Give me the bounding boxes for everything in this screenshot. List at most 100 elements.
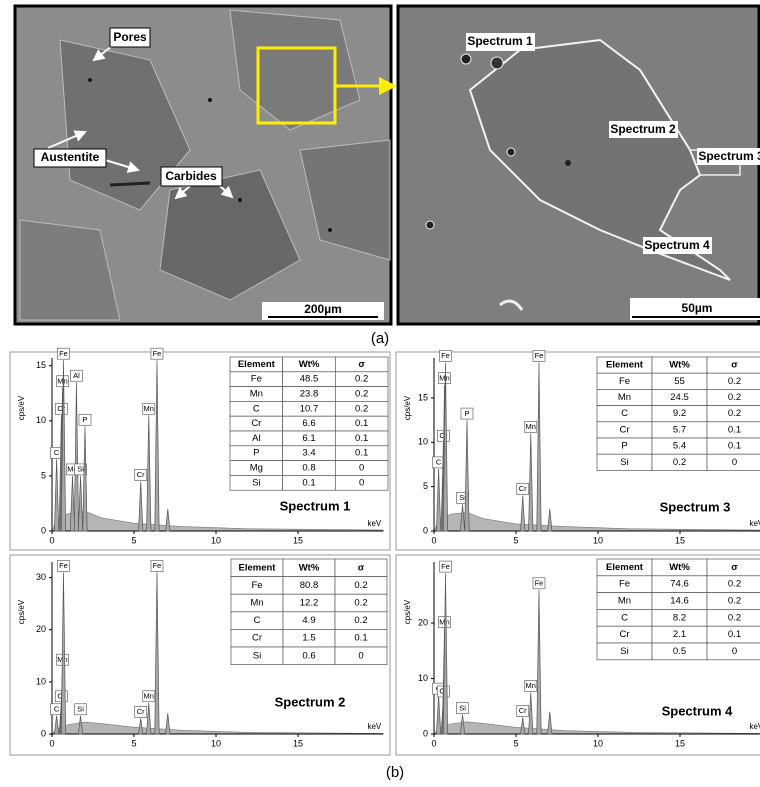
- sem-image-right: Spectrum 1 Spectrum 2 Spectrum 3 Spectru…: [398, 6, 760, 324]
- table-value: Fe: [619, 376, 630, 387]
- peak-label: Si: [459, 703, 466, 712]
- table-value: 0: [358, 650, 363, 661]
- table-value: 80.8: [300, 580, 319, 591]
- x-tick-label: 0: [49, 535, 54, 545]
- table-header: σ: [358, 359, 365, 370]
- x-tick-label: 15: [293, 535, 303, 545]
- peak-label: Mn: [144, 404, 154, 413]
- peak-label: C: [54, 704, 60, 713]
- table-value: Cr: [251, 418, 261, 429]
- y-tick-label: 30: [36, 572, 46, 582]
- table-value: P: [253, 448, 259, 459]
- spectrum-panel: 051015051015keVcps/eVCCrMnFeMgAlSiPCrMnF…: [10, 348, 390, 550]
- table-value: 0.2: [728, 408, 741, 419]
- table-value: 14.6: [670, 596, 689, 607]
- y-axis-label: cps/eV: [17, 395, 26, 420]
- table-value: 10.7: [300, 403, 319, 414]
- x-tick-label: 0: [431, 738, 436, 748]
- table-value: Fe: [251, 580, 262, 591]
- peak-label: P: [464, 409, 469, 418]
- table-value: 6.1: [302, 433, 315, 444]
- x-axis-label: keV: [749, 519, 760, 528]
- table-value: 24.5: [670, 392, 689, 403]
- table-value: 55: [674, 376, 685, 387]
- table-value: 0.2: [728, 596, 741, 607]
- table-value: Mn: [250, 598, 263, 609]
- table-value: 0: [359, 463, 364, 474]
- x-axis-label: keV: [367, 519, 381, 528]
- table-value: C: [621, 408, 628, 419]
- spectrum-panel: 0510150102030keVcps/eVCCrMnFeSiCrMnFeEle…: [10, 555, 390, 755]
- table-value: C: [621, 612, 628, 623]
- table-value: 0.2: [355, 403, 368, 414]
- y-tick-label: 10: [36, 676, 46, 686]
- y-tick-label: 0: [41, 728, 46, 738]
- table-value: P: [621, 441, 627, 452]
- table-header: σ: [731, 562, 738, 573]
- x-axis-label: keV: [367, 722, 381, 731]
- table-value: 0.6: [302, 650, 315, 661]
- table-value: Fe: [619, 579, 630, 590]
- peak-label: Fe: [441, 562, 450, 571]
- table-value: Cr: [252, 633, 262, 644]
- table-value: 5.7: [673, 424, 686, 435]
- annotation: Austentite: [41, 150, 100, 164]
- panel-label: (a): [371, 330, 389, 347]
- table-value: 0: [732, 646, 737, 657]
- y-tick-label: 0: [423, 525, 428, 535]
- y-tick-label: 0: [423, 728, 428, 738]
- table-value: 0.2: [355, 374, 368, 385]
- peak-label: Mn: [57, 376, 67, 385]
- table-value: Mn: [618, 392, 631, 403]
- x-tick-label: 10: [593, 738, 603, 748]
- table-header: Wt%: [669, 562, 690, 573]
- y-tick-label: 5: [41, 470, 46, 480]
- panel-label: (b): [386, 764, 404, 781]
- peak-label: C: [54, 448, 60, 457]
- x-tick-label: 15: [675, 535, 685, 545]
- table-value: 0.2: [354, 580, 367, 591]
- y-tick-label: 0: [41, 525, 46, 535]
- table-value: 0.2: [355, 389, 368, 400]
- y-tick-label: 20: [36, 624, 46, 634]
- table-value: 0.2: [354, 615, 367, 626]
- y-tick-label: 15: [36, 360, 46, 370]
- table-value: Mn: [250, 389, 263, 400]
- y-axis-label: cps/eV: [403, 395, 412, 420]
- table-value: 3.4: [302, 448, 315, 459]
- x-tick-label: 5: [131, 738, 136, 748]
- x-tick-label: 0: [431, 535, 436, 545]
- figure: Pores Austentite Carbides 200µm Spectrum…: [0, 0, 760, 787]
- peak-label: Cr: [519, 484, 527, 493]
- spectrum-title: Spectrum 3: [660, 499, 731, 514]
- table-value: Mn: [618, 596, 631, 607]
- peak-label: Fe: [441, 351, 450, 360]
- table-value: 0: [732, 457, 737, 468]
- table-value: 0.1: [728, 441, 741, 452]
- table-value: C: [254, 615, 261, 626]
- table-value: C: [253, 403, 260, 414]
- peak-label: Fe: [535, 578, 544, 587]
- peak-label: Cr: [57, 404, 65, 413]
- table-value: 0.1: [728, 424, 741, 435]
- table-value: 74.6: [670, 579, 689, 590]
- x-tick-label: 10: [211, 738, 221, 748]
- y-tick-label: 20: [418, 617, 428, 627]
- peak-label: Cr: [519, 706, 527, 715]
- peak-label: Mn: [526, 681, 536, 690]
- table-value: 0.5: [673, 646, 686, 657]
- peak-label: Fe: [59, 561, 68, 570]
- table-value: 9.2: [673, 408, 686, 419]
- peak-label: Fe: [59, 349, 68, 358]
- y-tick-label: 10: [36, 415, 46, 425]
- table-value: Fe: [251, 374, 262, 385]
- table-value: 1.5: [302, 633, 315, 644]
- y-tick-label: 5: [423, 481, 428, 491]
- table-value: 0.2: [728, 376, 741, 387]
- x-tick-label: 10: [211, 535, 221, 545]
- y-tick-label: 10: [418, 437, 428, 447]
- x-tick-label: 15: [675, 738, 685, 748]
- y-tick-label: 10: [418, 673, 428, 683]
- peak-label: Mn: [439, 373, 449, 382]
- x-tick-label: 5: [513, 535, 518, 545]
